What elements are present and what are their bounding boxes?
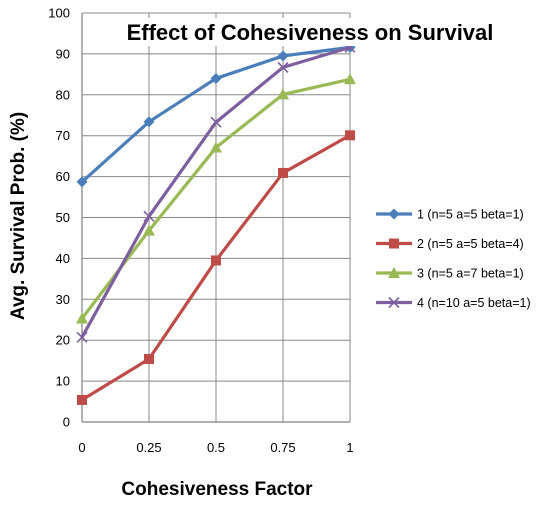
data-point: [344, 73, 356, 85]
data-point: [76, 312, 88, 324]
x-axis-title: Cohesiveness Factor: [121, 479, 313, 500]
data-point: [210, 116, 222, 128]
legend-marker: [388, 208, 400, 220]
y-tick-label: 50: [56, 210, 70, 225]
y-tick-label: 100: [48, 6, 70, 21]
x-tick-label: 0.75: [270, 440, 295, 455]
legend-item-4: 4 (n=10 a=5 beta=1): [376, 296, 531, 310]
x-tick-label: 1: [346, 440, 353, 455]
legend-label: 1 (n=5 a=5 beta=1): [417, 208, 524, 222]
y-tick-label: 90: [56, 46, 70, 61]
y-tick-label: 40: [56, 251, 70, 266]
series-group: [76, 41, 356, 405]
data-point: [277, 61, 289, 73]
data-point: [77, 394, 87, 405]
legend-item-1: 1 (n=5 a=5 beta=1): [376, 208, 524, 222]
chart-title: Effect of Cohesiveness on Survival: [127, 20, 494, 45]
x-tick-label: 0.5: [207, 440, 225, 455]
data-point: [278, 167, 288, 178]
data-point: [210, 141, 222, 153]
legend-marker: [388, 296, 400, 309]
data-point: [143, 224, 155, 236]
data-point: [211, 255, 221, 266]
y-tick-label: 70: [56, 128, 70, 143]
x-tick-label: 0: [78, 440, 85, 455]
y-tick-label: 80: [56, 87, 70, 102]
legend-item-3: 3 (n=5 a=7 beta=1): [376, 267, 524, 281]
y-tick-label: 20: [56, 333, 70, 348]
data-point: [76, 176, 88, 188]
data-point: [144, 354, 154, 365]
legend-label: 3 (n=5 a=7 beta=1): [417, 267, 524, 281]
legend: 1 (n=5 a=5 beta=1) 2 (n=5 a=5 beta=4) 3 (n…: [376, 208, 531, 310]
y-tick-label: 60: [56, 169, 70, 184]
data-point: [345, 130, 355, 141]
y-tick-label: 30: [56, 292, 70, 307]
y-axis-title: Avg. Survival Prob. (%): [8, 112, 29, 320]
y-tick-label: 10: [56, 374, 70, 389]
y-tick-labels: 0 10 20 30 40 50 60 70 80 90 100: [48, 6, 70, 430]
series-2: [77, 130, 355, 405]
data-point: [143, 116, 155, 128]
y-tick-label: 0: [63, 415, 70, 430]
title-background: [93, 18, 527, 46]
legend-label: 2 (n=5 a=5 beta=4): [417, 237, 524, 251]
x-tick-labels: 0 0.25 0.5 0.75 1: [78, 440, 353, 455]
data-point: [277, 50, 289, 62]
data-point: [277, 88, 289, 100]
legend-marker: [388, 267, 400, 278]
data-point: [76, 331, 88, 343]
data-point: [210, 72, 222, 84]
legend-label: 4 (n=10 a=5 beta=1): [417, 296, 531, 310]
x-tick-label: 0.25: [136, 440, 161, 455]
data-point: [143, 210, 155, 222]
legend-marker: [389, 238, 399, 249]
legend-item-2: 2 (n=5 a=5 beta=4): [376, 237, 524, 251]
